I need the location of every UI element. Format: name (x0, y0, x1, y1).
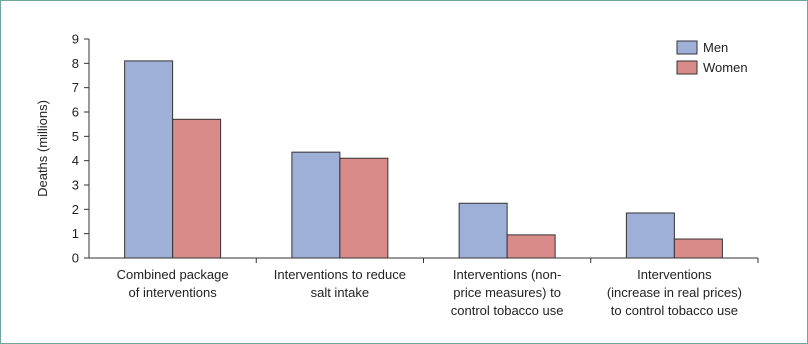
y-ticks: 0 1 2 3 4 5 6 7 8 9 (72, 32, 89, 266)
y-tick-label: 4 (72, 153, 79, 168)
bar-women (172, 118, 222, 259)
x-category-label: Interventions (increase in real prices) to… (607, 267, 742, 318)
bar-men (124, 60, 174, 259)
bar-men (625, 212, 675, 259)
x-category-label: Interventions (non-price measures) to con… (451, 267, 564, 318)
x-category-labels: Combined package of interventions Interven… (117, 267, 742, 318)
y-tick-label: 7 (72, 80, 79, 95)
y-tick-label: 6 (72, 105, 79, 120)
x-category-label: Combined package of interventions (117, 267, 229, 300)
y-tick-label: 1 (72, 226, 79, 241)
bar-men (291, 151, 341, 259)
bar-men (458, 202, 508, 259)
legend-label-women: Women (703, 60, 748, 75)
y-tick-label: 3 (72, 178, 79, 193)
y-tick-label: 0 (72, 251, 79, 266)
y-tick-label: 5 (72, 129, 79, 144)
y-tick-label: 2 (72, 202, 79, 217)
legend: Men Women (676, 40, 748, 75)
y-tick-label: 9 (72, 32, 79, 47)
bar-women (339, 157, 389, 259)
x-category-label: Interventions to reduce salt intake (274, 267, 406, 300)
y-axis-title: Deaths (millions) (35, 100, 50, 197)
y-tick-label: 8 (72, 56, 79, 71)
bar-women (673, 238, 723, 259)
legend-swatch-men (676, 40, 698, 55)
legend-swatch-women (676, 60, 698, 75)
bars (124, 60, 723, 259)
legend-label-men: Men (703, 40, 728, 55)
bar-women (506, 234, 556, 259)
